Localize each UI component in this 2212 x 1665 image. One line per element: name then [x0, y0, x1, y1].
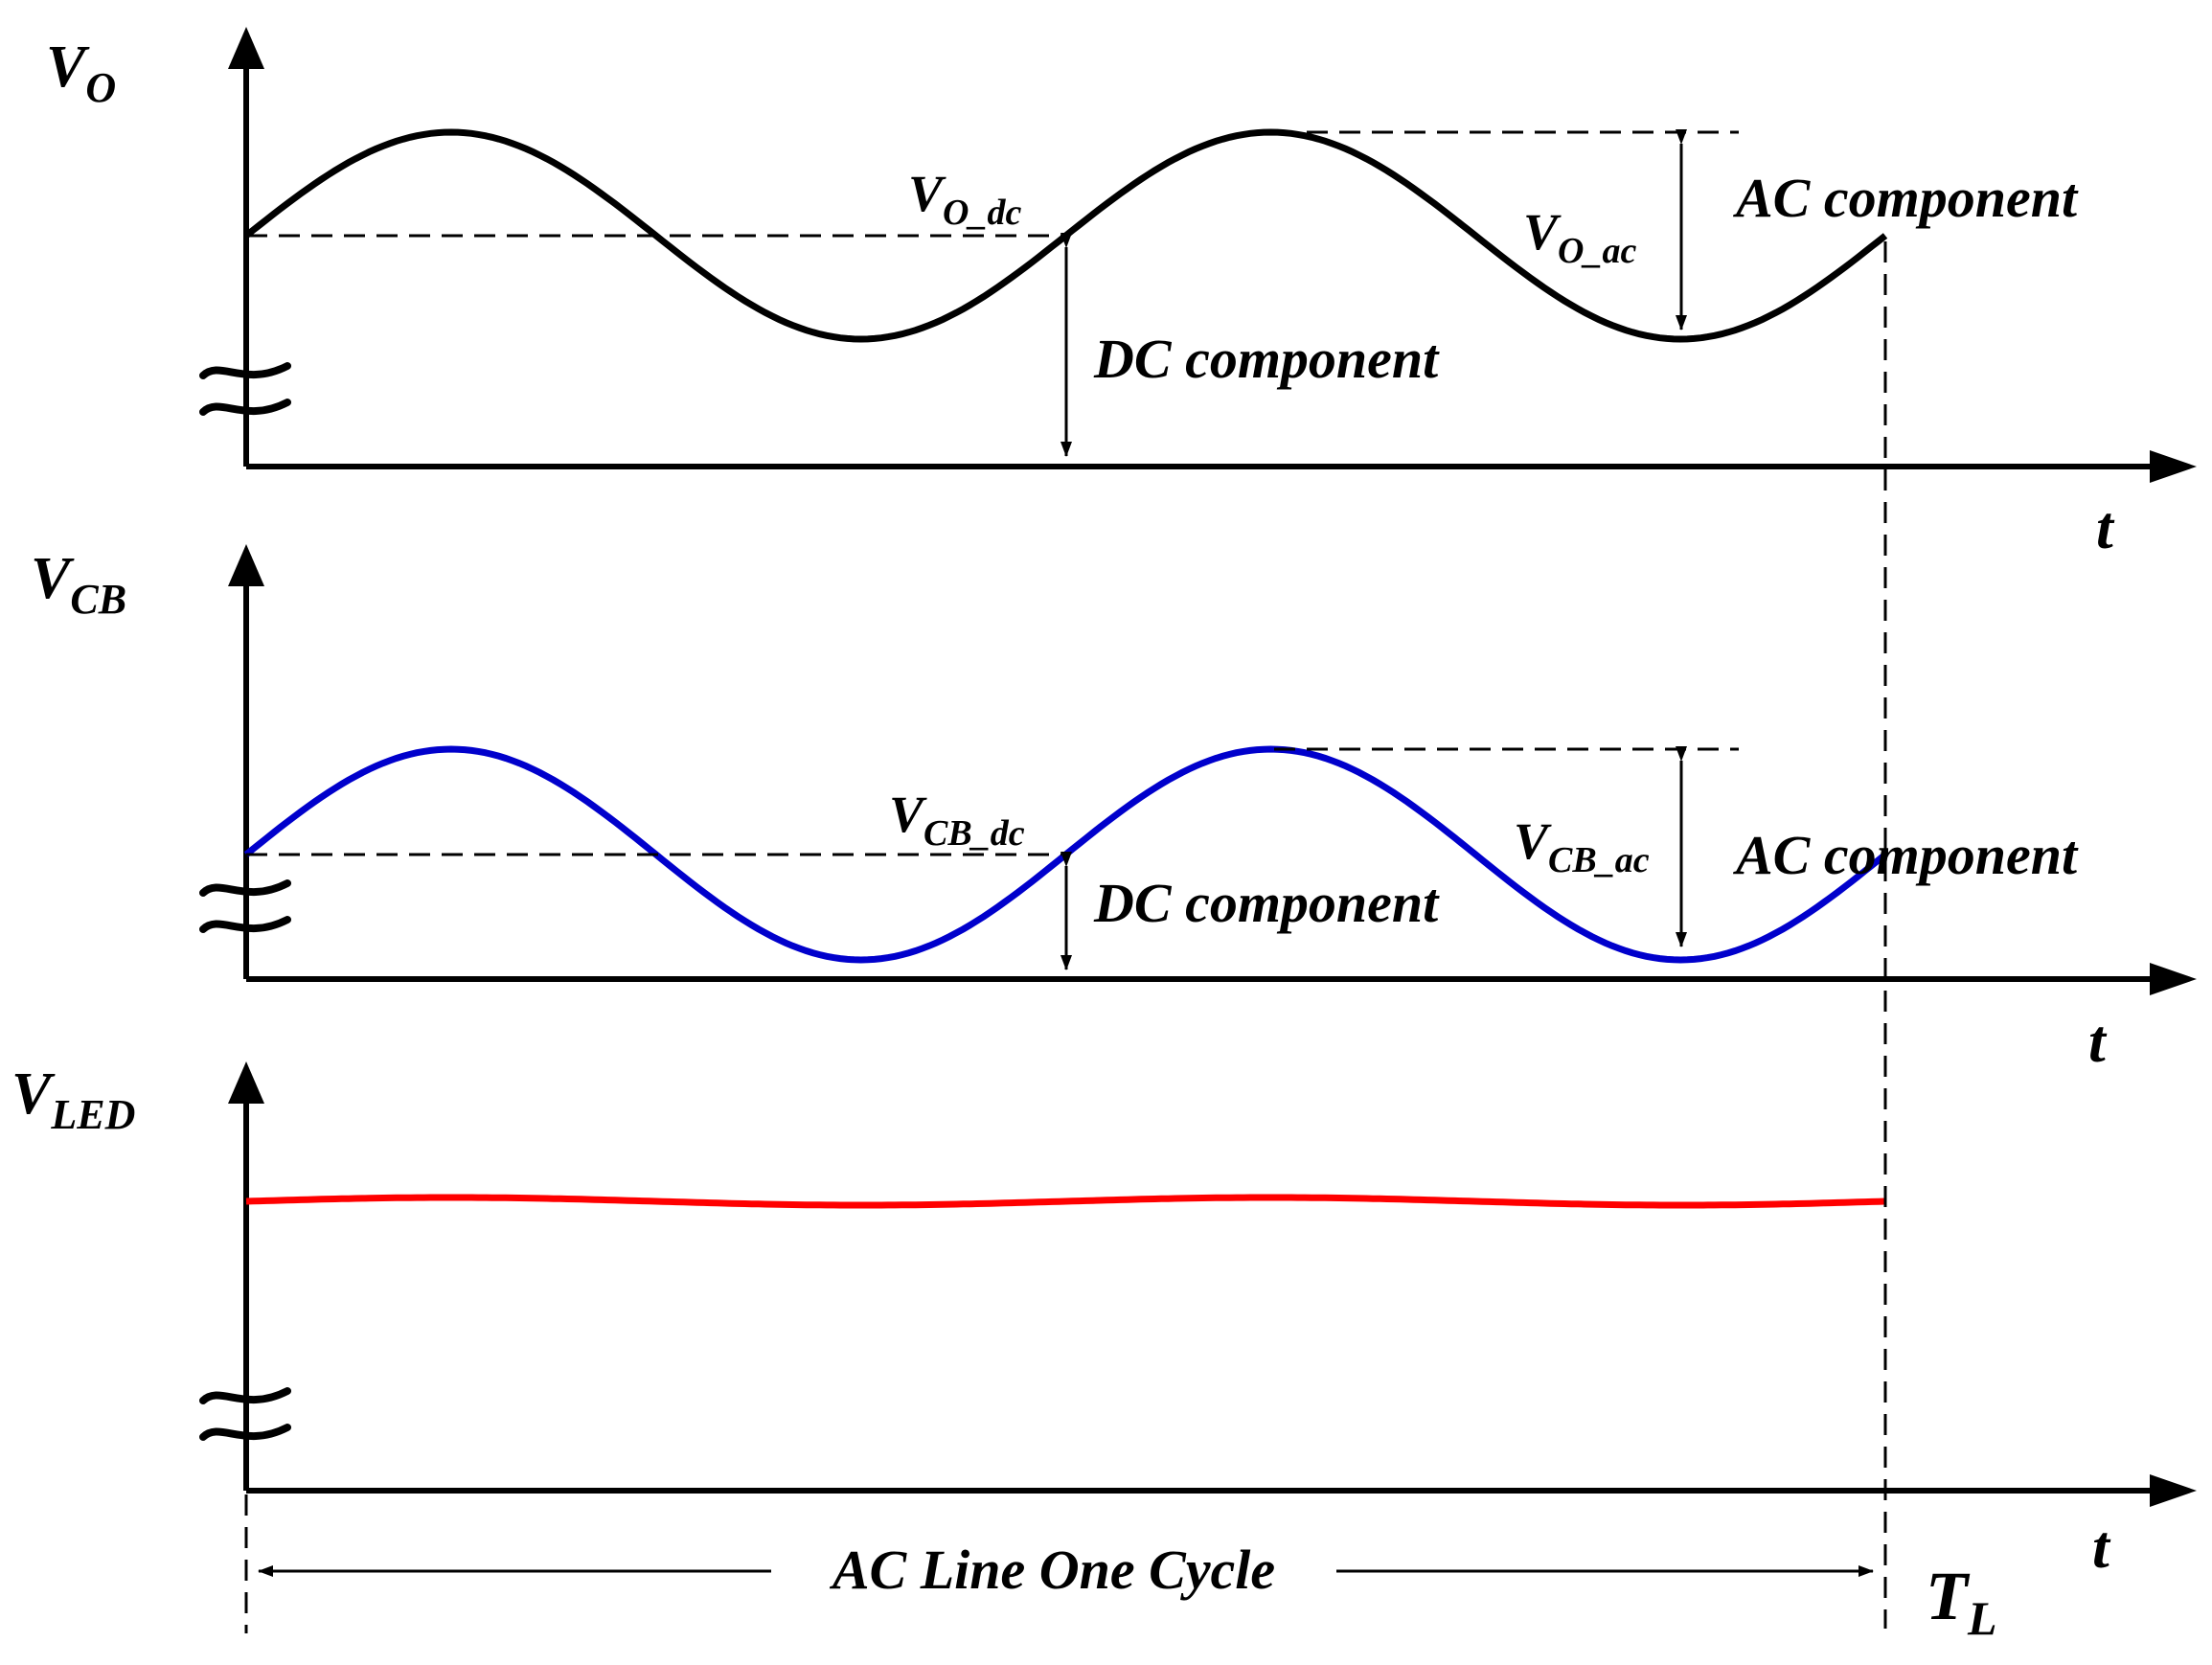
period-label: TL [1926, 1558, 1997, 1645]
vo-y-axis-arrowhead [228, 27, 264, 69]
vcb-y-axis-arrowhead [228, 544, 264, 586]
vcb-dc-component-label: DC component [1093, 872, 1440, 934]
vcb-axis-label: VCB [31, 546, 126, 623]
vo-dc-label: VO_dc [908, 165, 1021, 233]
vo-axis-break-icon [199, 362, 291, 416]
vcb-x-axis-arrowhead [2150, 963, 2197, 995]
vled-axis-break-icon [199, 1387, 291, 1441]
panel-vled: VLED t [11, 1061, 2197, 1581]
vcb-axis-break-icon [199, 879, 291, 933]
vcb-ac-label: VCB_ac [1514, 812, 1650, 880]
vo-ac-component-label: AC component [1733, 167, 2079, 229]
vo-dc-component-label: DC component [1093, 328, 1440, 390]
panel-vcb: VCB VCB_dc VCB_ac DC component AC compon… [31, 544, 2197, 1075]
vcb-time-axis-label: t [2088, 1007, 2108, 1075]
vcb-dc-label: VCB_dc [889, 786, 1025, 854]
vo-axis-label: VO [46, 34, 116, 111]
vo-x-axis-arrowhead [2150, 450, 2197, 483]
vled-time-axis-label: t [2092, 1513, 2111, 1581]
vo-ac-label: VO_ac [1523, 203, 1636, 271]
vled-x-axis-arrowhead [2150, 1474, 2197, 1507]
vled-y-axis-arrowhead [228, 1061, 264, 1104]
vo-time-axis-label: t [2096, 493, 2115, 561]
vcb-ac-component-label: AC component [1733, 824, 2079, 886]
panel-vo: VO VO_dc VO_ac DC component AC component… [46, 27, 2197, 561]
vled-axis-label: VLED [11, 1061, 135, 1138]
cycle-label: AC Line One Cycle [830, 1539, 1275, 1601]
vled-waveform [245, 1194, 1886, 1209]
